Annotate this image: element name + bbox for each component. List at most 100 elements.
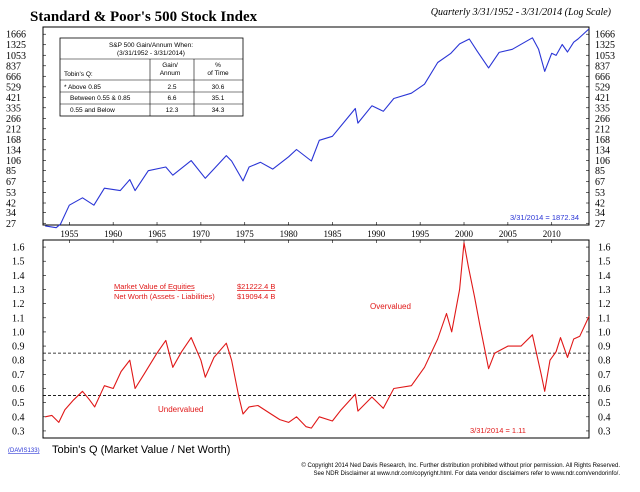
y-tick-label: 53	[6, 188, 16, 199]
table-row-gain: 2.5	[167, 84, 176, 91]
y-tick-label: 1053	[595, 51, 615, 62]
tobins-q-series	[45, 242, 590, 429]
y-tick-label: 1.0	[12, 327, 25, 338]
y-tick-label: 266	[595, 114, 610, 125]
y-tick-label: 34	[6, 208, 16, 219]
y-tick-label: 837	[6, 61, 21, 72]
y-tick-label: 335	[6, 103, 21, 114]
y-tick-label: 1325	[6, 40, 26, 51]
upper-y-axis-left: 2734425367851061341682122663354215296668…	[6, 30, 46, 230]
table-header-gain: Gain/	[162, 62, 178, 69]
y-tick-label: 0.8	[598, 356, 611, 367]
y-tick-label: 134	[6, 145, 21, 156]
y-tick-label: 134	[595, 145, 610, 156]
y-tick-label: 0.6	[12, 384, 25, 395]
y-tick-label: 27	[6, 219, 16, 230]
y-tick-label: 1666	[595, 30, 615, 41]
x-tick-label: 1965	[148, 229, 167, 239]
table-row-gain: 12.3	[166, 107, 179, 114]
y-tick-label: 34	[595, 208, 605, 219]
x-tick-label: 1985	[323, 229, 342, 239]
y-tick-label: 266	[6, 114, 21, 125]
y-tick-label: 0.5	[598, 398, 611, 409]
y-tick-label: 42	[6, 199, 16, 210]
q-legend: Market Value of Equities $21222.4 B Net …	[114, 282, 275, 301]
y-tick-label: 106	[595, 156, 610, 167]
y-tick-label: 0.3	[598, 426, 611, 437]
y-tick-label: 837	[595, 61, 610, 72]
chart-title: Standard & Poor's 500 Stock Index	[30, 9, 258, 25]
y-tick-label: 666	[595, 72, 610, 83]
x-tick-label: 1980	[280, 229, 299, 239]
table-title-line2: (3/31/1952 - 3/31/2014)	[117, 50, 185, 57]
net-worth-label: Net Worth (Assets - Liabilities)	[114, 292, 215, 301]
chart-subtitle: Quarterly 3/31/1952 - 3/31/2014 (Log Sca…	[431, 7, 612, 18]
y-tick-label: 67	[6, 177, 16, 188]
market-value-label: Market Value of Equities	[114, 282, 195, 291]
y-tick-label: 529	[6, 82, 21, 93]
chart-code: (DAVIS133)	[8, 448, 40, 454]
x-tick-label: 2005	[499, 229, 518, 239]
table-row-label: Between 0.55 & 0.85	[70, 95, 131, 102]
y-tick-label: 0.5	[12, 398, 25, 409]
y-tick-label: 1666	[6, 30, 26, 41]
upper-y-axis-right: 2734425367851061341682122663354215296668…	[586, 30, 615, 230]
x-tick-label: 2000	[455, 229, 474, 239]
y-tick-label: 0.7	[12, 370, 25, 381]
copyright-line: © Copyright 2014 Ned Davis Research, Inc…	[301, 462, 620, 469]
stats-table: S&P 500 Gain/Annum When: (3/31/1952 - 3/…	[59, 37, 244, 117]
disclaimer-line: See NDR Disclaimer at www.ndr.com/copyri…	[314, 471, 621, 477]
y-tick-label: 1.1	[12, 313, 25, 324]
y-tick-label: 1.5	[12, 257, 25, 268]
x-tick-label: 1960	[104, 229, 123, 239]
y-tick-label: 1.6	[12, 243, 25, 254]
y-tick-label: 0.3	[12, 426, 25, 437]
x-axis-years: 1955 1960 1965 1970 1975 1980 1985 1990 1995 2000…	[60, 222, 561, 243]
table-row-pct: 34.3	[212, 107, 225, 114]
y-tick-label: 106	[6, 156, 21, 167]
x-tick-label: 1970	[192, 229, 211, 239]
lower-panel-frame	[42, 239, 590, 439]
y-tick-label: 1.2	[598, 299, 611, 310]
spx-series	[45, 28, 590, 229]
y-tick-label: 529	[595, 82, 610, 93]
table-row-label: 0.55 and Below	[70, 107, 115, 114]
y-tick-label: 0.4	[12, 412, 25, 423]
y-tick-label: 212	[6, 124, 21, 135]
y-tick-label: 0.6	[598, 384, 611, 395]
y-tick-label: 1.1	[598, 313, 611, 324]
table-header-gain-2: Annum	[160, 70, 181, 77]
x-tick-label: 1955	[60, 229, 79, 239]
table-header-tobin: Tobin's Q:	[64, 71, 93, 78]
table-header-pct-2: of Time	[207, 70, 229, 77]
y-tick-label: 1.2	[12, 299, 25, 310]
y-tick-label: 85	[595, 166, 605, 177]
y-tick-label: 1.6	[598, 243, 611, 254]
y-tick-label: 1.4	[12, 271, 25, 282]
y-tick-label: 0.8	[12, 356, 25, 367]
spx-line	[45, 28, 590, 229]
x-tick-label: 1995	[411, 229, 430, 239]
x-tick-label: 1990	[367, 229, 386, 239]
y-tick-label: 53	[595, 188, 605, 199]
lower-y-axis-left: 0.3 0.4 0.5 0.6 0.7 0.8 0.9 1.0 1.1 1.2 1.3 1.4 1.5 1…	[12, 243, 46, 437]
y-tick-label: 168	[595, 135, 610, 146]
y-tick-label: 1.3	[12, 285, 25, 296]
y-tick-label: 1.0	[598, 327, 611, 338]
y-tick-label: 1053	[6, 51, 26, 62]
table-title-line1: S&P 500 Gain/Annum When:	[109, 42, 193, 49]
undervalued-label: Undervalued	[158, 405, 203, 414]
lower-chart-title: Tobin's Q (Market Value / Net Worth)	[52, 444, 230, 456]
y-tick-label: 67	[595, 177, 605, 188]
y-tick-label: 421	[6, 93, 21, 104]
y-tick-label: 27	[595, 219, 605, 230]
table-row-label: * Above 0.85	[64, 84, 101, 91]
y-tick-label: 212	[595, 124, 610, 135]
y-tick-label: 1.3	[598, 285, 611, 296]
x-tick-label: 1975	[236, 229, 255, 239]
net-worth-amount: $19094.4 B	[237, 292, 275, 301]
y-tick-label: 1325	[595, 40, 615, 51]
tobins-q-line	[45, 242, 590, 429]
table-row: * Above 0.85 2.5 30.6	[64, 84, 225, 91]
